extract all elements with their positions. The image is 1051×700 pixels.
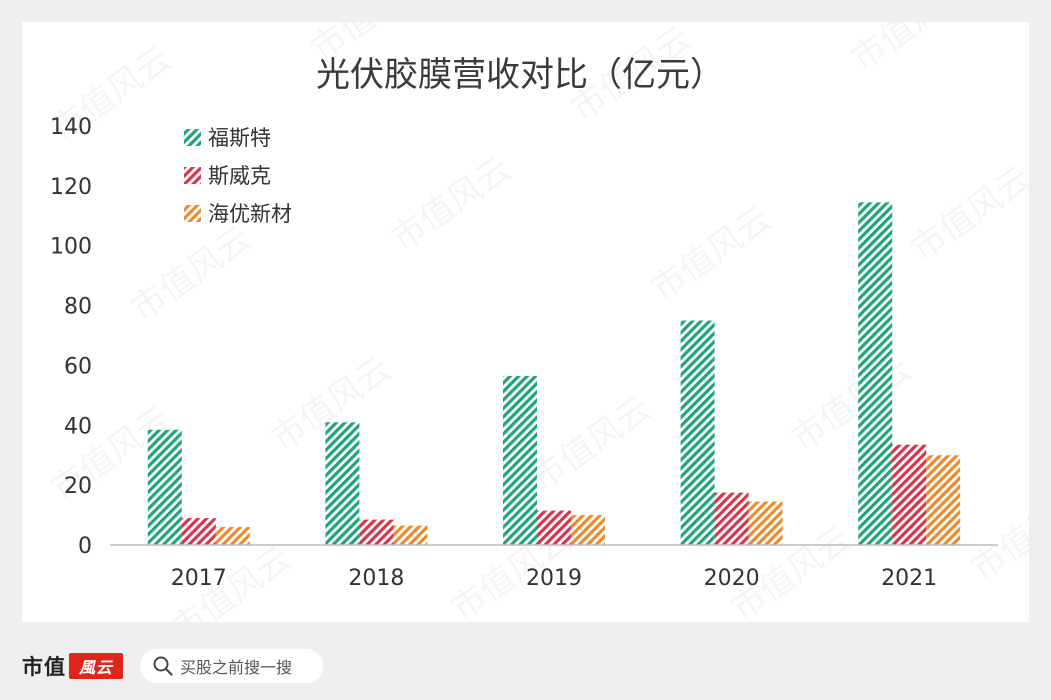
bar-斯威克-2021 [892, 444, 927, 545]
bar-福斯特-2018 [325, 422, 360, 545]
y-tick-label: 140 [50, 115, 92, 140]
bar-斯威克-2019 [537, 510, 571, 545]
bar-海优新材-2020 [748, 501, 783, 545]
y-tick-label: 20 [64, 474, 92, 499]
watermark-text: 市值风云 [524, 389, 658, 500]
watermark-text: 市值风云 [124, 219, 258, 330]
x-tick-label: 2020 [704, 566, 760, 591]
y-tick-label: 40 [64, 414, 92, 439]
y-tick-label: 0 [78, 534, 92, 559]
brand-text: 市值 [22, 654, 66, 679]
watermark-text: 市值风云 [844, 22, 978, 79]
bar-福斯特-2021 [858, 202, 893, 545]
y-axis: 0 20 40 60 80 100 120 140 [50, 115, 92, 559]
bar-福斯特-2020 [680, 320, 715, 545]
bar-福斯特-2019 [503, 375, 537, 545]
x-axis: 2017 2018 2019 2020 2021 [171, 566, 937, 591]
x-tick-label: 2021 [881, 566, 937, 591]
y-tick-label: 80 [64, 295, 92, 320]
bar-海优新材-2021 [926, 455, 961, 545]
y-tick-label: 120 [50, 175, 92, 200]
search-icon [153, 656, 173, 676]
y-tick-label: 60 [64, 354, 92, 379]
watermark-text: 市值风云 [784, 349, 918, 460]
footer: 市值 風云 买股之前搜一搜 [0, 632, 1051, 700]
watermark-text: 市值风云 [644, 199, 778, 310]
legend-swatch-海优新材 [184, 205, 201, 222]
brand-stamp-logo: 風云 [69, 653, 123, 679]
legend-swatch-斯威克 [184, 167, 201, 184]
search-box[interactable]: 买股之前搜一搜 [140, 649, 323, 683]
bar-斯威克-2020 [714, 492, 749, 545]
brand-logo[interactable]: 市值 風云 [22, 652, 123, 680]
legend-swatch-福斯特 [184, 129, 201, 146]
x-tick-label: 2017 [171, 566, 227, 591]
legend-label: 海优新材 [208, 202, 292, 226]
bar-海优新材-2018 [393, 525, 428, 545]
bar-福斯特-2017 [147, 429, 182, 545]
chart-card: 市值风云 市值风云 市值风云 市值风云 市值风云 市值风云 市值风云 市值风云 市值风云 市值风云… [22, 22, 1029, 622]
legend-label: 福斯特 [208, 126, 271, 150]
bar-海优新材-2019 [571, 515, 605, 545]
y-tick-label: 100 [50, 235, 92, 260]
bars [147, 202, 961, 545]
x-tick-label: 2018 [348, 566, 404, 591]
x-tick-label: 2019 [526, 566, 582, 591]
watermark-text: 市值风云 [964, 479, 1029, 590]
watermark-text: 市值风云 [384, 149, 518, 260]
watermark-text: 市值风云 [904, 159, 1029, 270]
legend-label: 斯威克 [208, 164, 271, 188]
bar-斯威克-2017 [181, 518, 216, 545]
chart-title: 光伏胶膜营收对比（亿元） [316, 55, 724, 95]
bar-斯威克-2018 [359, 519, 394, 545]
bar-海优新材-2017 [215, 527, 250, 545]
search-placeholder: 买股之前搜一搜 [180, 658, 293, 677]
